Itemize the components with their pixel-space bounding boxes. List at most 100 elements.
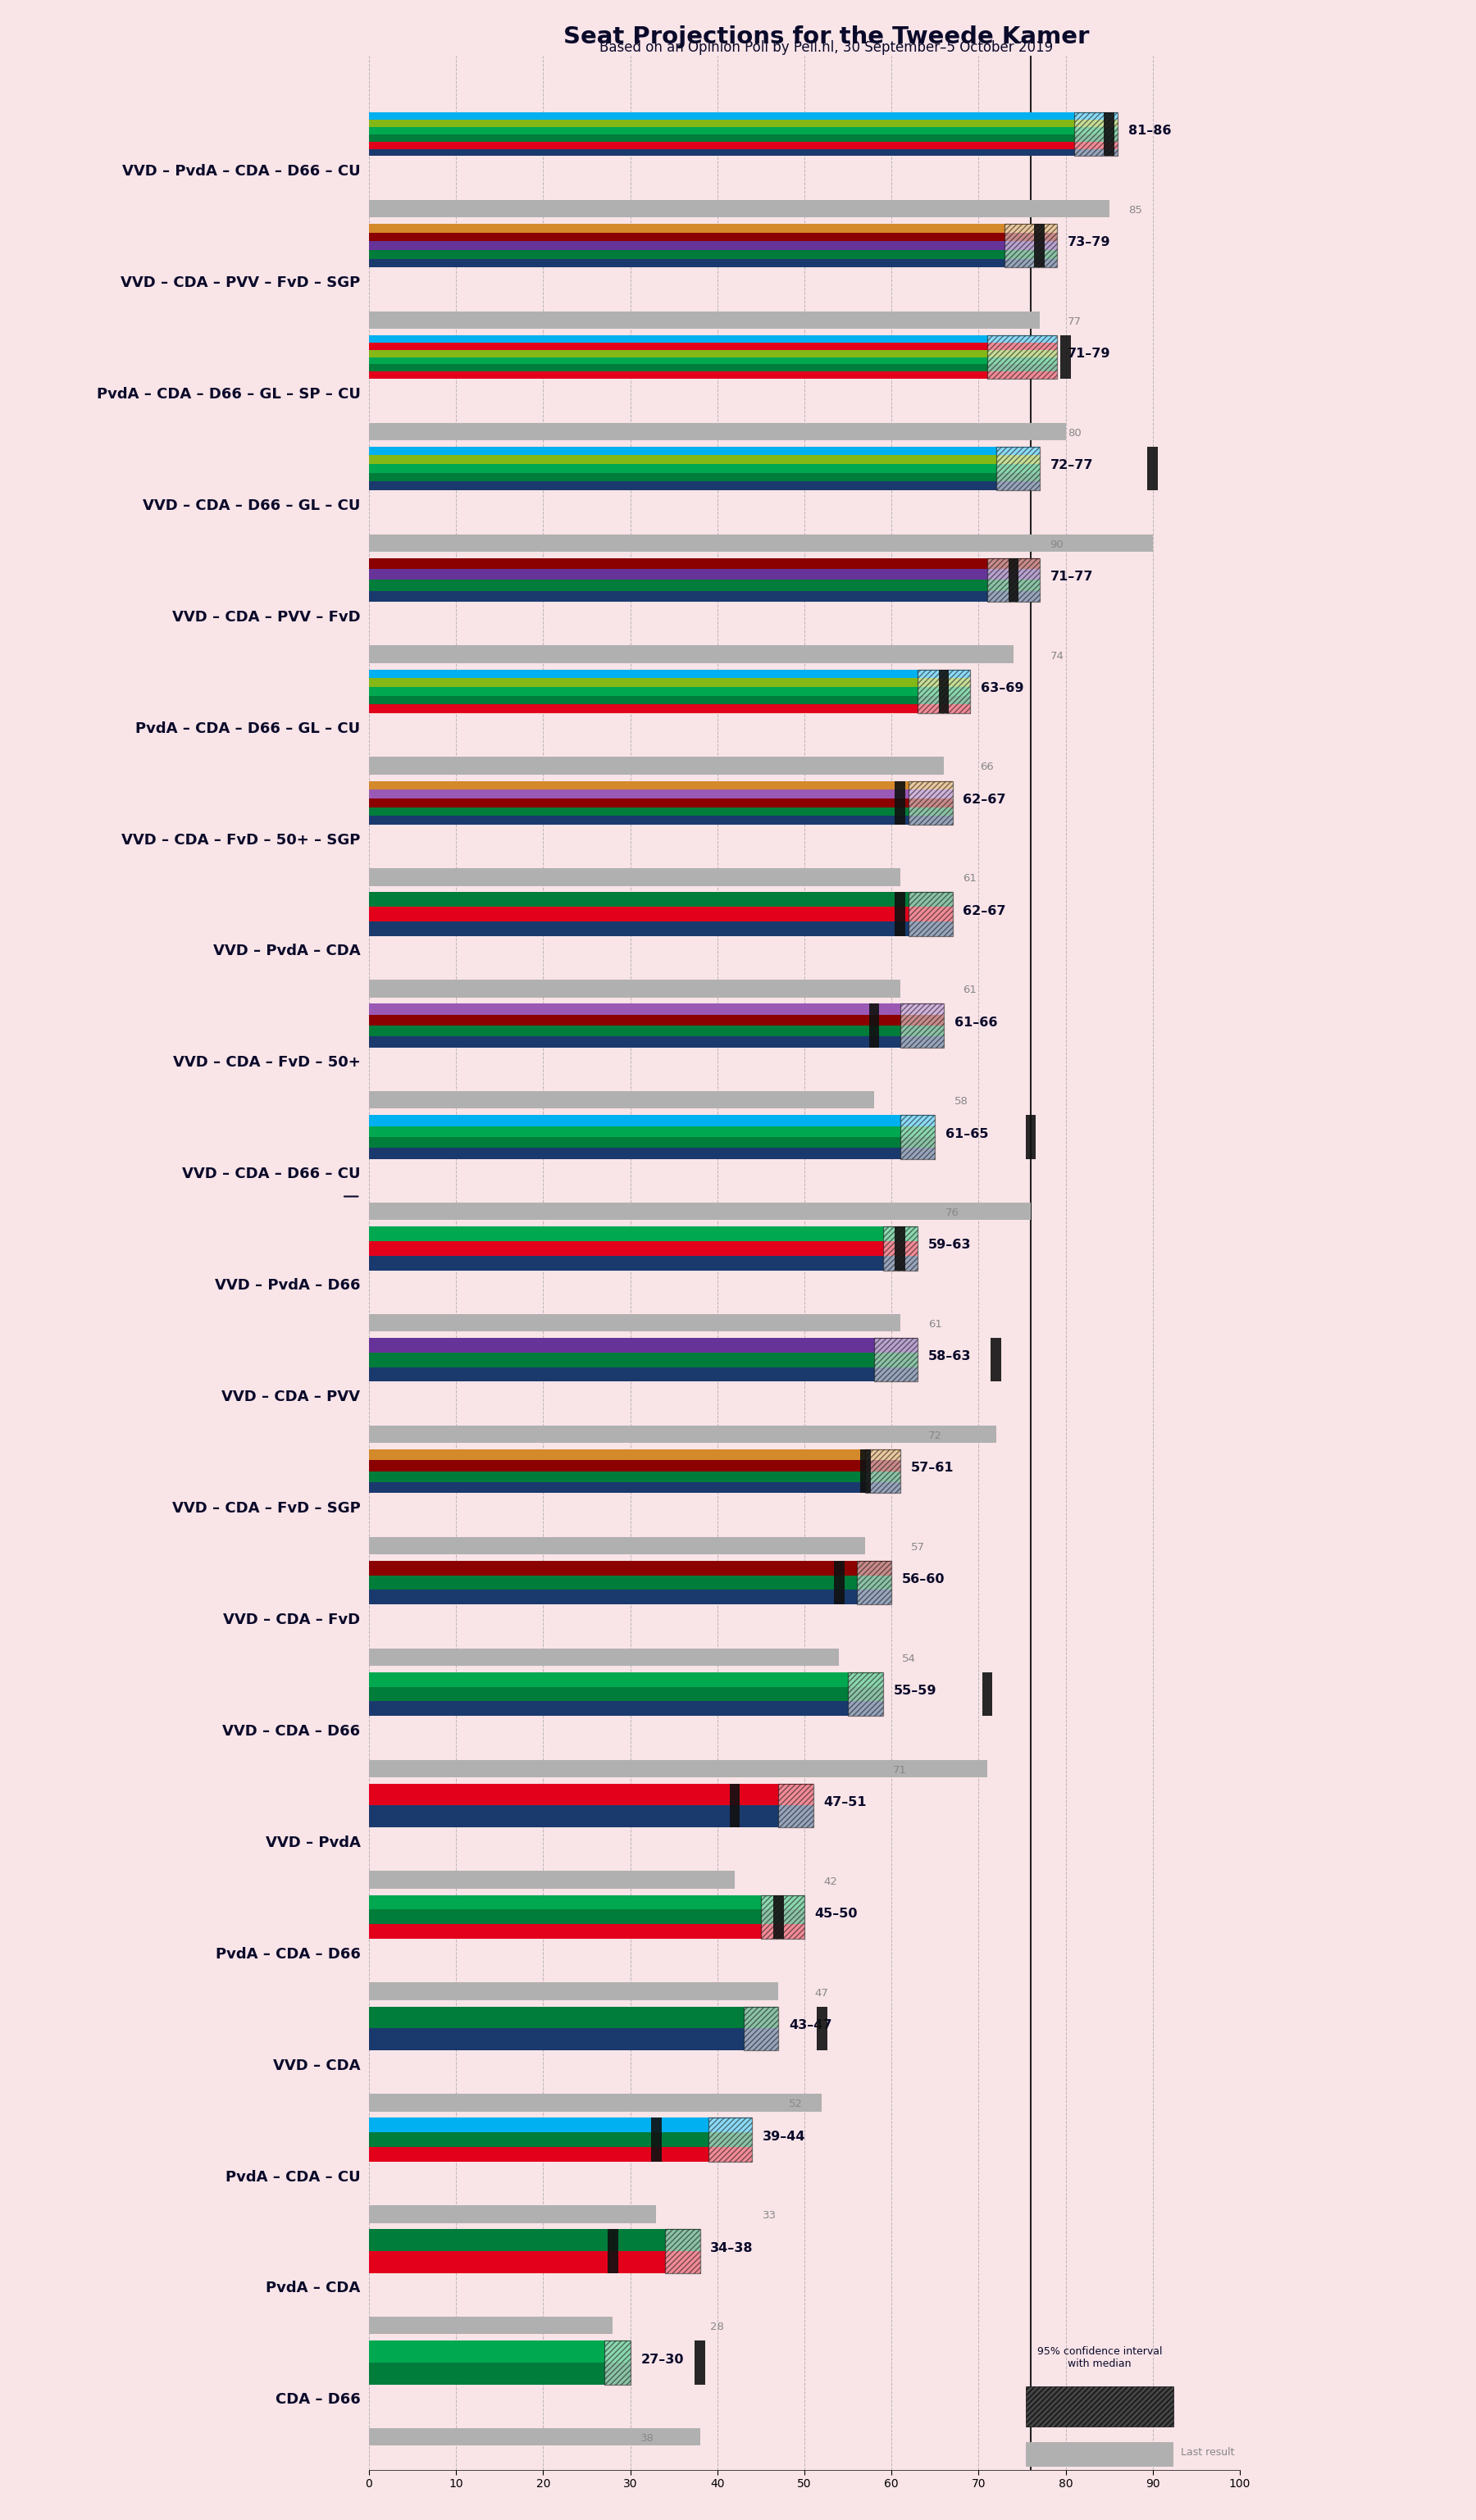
Text: 62–67: 62–67 [962, 905, 1007, 917]
Text: PvdA – CDA – D66 – GL – SP – CU: PvdA – CDA – D66 – GL – SP – CU [96, 388, 360, 401]
Bar [369, 1673, 883, 1686]
Text: 38: 38 [641, 2434, 654, 2444]
Bar [369, 1759, 987, 1777]
Text: 63–69: 63–69 [980, 683, 1023, 696]
Bar [1147, 446, 1159, 491]
Text: 47: 47 [815, 1988, 828, 1998]
Bar [369, 1126, 936, 1137]
Bar [883, 1227, 918, 1270]
Bar [369, 1537, 865, 1555]
Bar [369, 232, 1057, 242]
Bar [369, 2094, 822, 2112]
Bar [1008, 557, 1018, 602]
Bar [369, 1895, 804, 1910]
Bar [1060, 335, 1072, 378]
Text: CDA – D66: CDA – D66 [275, 2391, 360, 2407]
Bar [369, 1240, 918, 1255]
Bar [369, 1026, 943, 1036]
Text: 81–86: 81–86 [1128, 126, 1172, 136]
Bar [695, 2341, 706, 2384]
Bar [369, 1925, 804, 1938]
Text: VVD – PvdA: VVD – PvdA [266, 1835, 360, 1850]
Bar [369, 2316, 613, 2334]
Bar [369, 816, 952, 824]
Bar [608, 2230, 618, 2273]
Text: 58: 58 [953, 1096, 968, 1106]
Bar [909, 892, 952, 935]
Text: VVD – CDA – PVV: VVD – CDA – PVV [221, 1389, 360, 1404]
Bar [874, 1338, 918, 1381]
Bar [900, 1003, 943, 1048]
Bar [369, 365, 1057, 370]
Bar [369, 1983, 778, 2001]
Bar [369, 1426, 996, 1444]
Text: PvdA – CDA – D66: PvdA – CDA – D66 [215, 1948, 360, 1961]
Text: VVD – PvdA – CDA – D66 – CU: VVD – PvdA – CDA – D66 – CU [123, 164, 360, 179]
Text: 62–67: 62–67 [962, 794, 1007, 806]
Bar [369, 1560, 892, 1575]
Bar [369, 113, 1117, 118]
Text: 95% confidence interval
with median: 95% confidence interval with median [1038, 2346, 1162, 2369]
Text: 71: 71 [893, 1764, 908, 1777]
Text: 85: 85 [1128, 204, 1142, 217]
Text: 61: 61 [928, 1318, 942, 1331]
Bar [982, 1673, 992, 1716]
Text: 55–59: 55–59 [893, 1686, 936, 1696]
Bar [369, 1872, 735, 1887]
Bar [369, 141, 1117, 149]
Bar [369, 312, 1039, 328]
Bar [987, 557, 1039, 602]
Bar [834, 1560, 844, 1605]
Text: 57: 57 [911, 1542, 924, 1552]
Text: 71–79: 71–79 [1067, 348, 1110, 360]
Bar [894, 1227, 905, 1270]
Text: PvdA – CDA – CU: PvdA – CDA – CU [226, 2170, 360, 2185]
Text: Based on an Opinion Poll by Peil.nl, 30 September–5 October 2019: Based on an Opinion Poll by Peil.nl, 30 … [599, 40, 1054, 55]
Bar [369, 2117, 753, 2132]
Bar [369, 224, 1057, 232]
Text: 76: 76 [946, 1207, 959, 1217]
Bar [865, 1449, 900, 1494]
Text: 73–79: 73–79 [1067, 237, 1110, 249]
Bar [604, 2341, 630, 2384]
Text: 61: 61 [962, 985, 977, 995]
Bar [1005, 224, 1057, 267]
Bar [369, 481, 1039, 491]
Bar [369, 1482, 900, 1494]
Bar [369, 892, 952, 907]
Text: 80: 80 [1067, 428, 1080, 438]
Bar [666, 2230, 700, 2273]
Text: 71–77: 71–77 [1049, 570, 1094, 582]
Bar [369, 2029, 778, 2051]
Bar [369, 350, 1057, 358]
Bar [987, 335, 1057, 378]
Text: VVD – PvdA – D66: VVD – PvdA – D66 [214, 1278, 360, 1293]
Bar [1035, 224, 1045, 267]
Bar [909, 781, 952, 824]
Bar [369, 1910, 804, 1925]
Text: Last result: Last result [1181, 2447, 1234, 2457]
Bar [369, 799, 952, 806]
Text: 47–51: 47–51 [824, 1797, 866, 1809]
Text: 58–63: 58–63 [928, 1351, 971, 1363]
Text: 57–61: 57–61 [911, 1462, 953, 1474]
Bar [369, 1313, 900, 1331]
Bar [651, 2117, 661, 2162]
Bar [900, 1114, 936, 1159]
Text: 61: 61 [962, 874, 977, 885]
Bar [369, 2429, 700, 2447]
Bar [369, 242, 1057, 249]
Bar [894, 892, 905, 935]
Text: VVD – CDA – FvD – 50+ – SGP: VVD – CDA – FvD – 50+ – SGP [121, 832, 360, 847]
Bar [369, 1227, 918, 1240]
Bar [939, 670, 949, 713]
Bar [369, 2132, 753, 2147]
Text: VVD – CDA – D66 – CU: VVD – CDA – D66 – CU [182, 1167, 360, 1182]
Text: VVD – CDA: VVD – CDA [273, 2059, 360, 2074]
Bar [856, 1560, 892, 1605]
Bar [369, 557, 1039, 570]
Bar [369, 456, 1039, 464]
Bar [369, 126, 1117, 134]
Bar [369, 590, 1039, 602]
Text: 28: 28 [710, 2321, 725, 2334]
